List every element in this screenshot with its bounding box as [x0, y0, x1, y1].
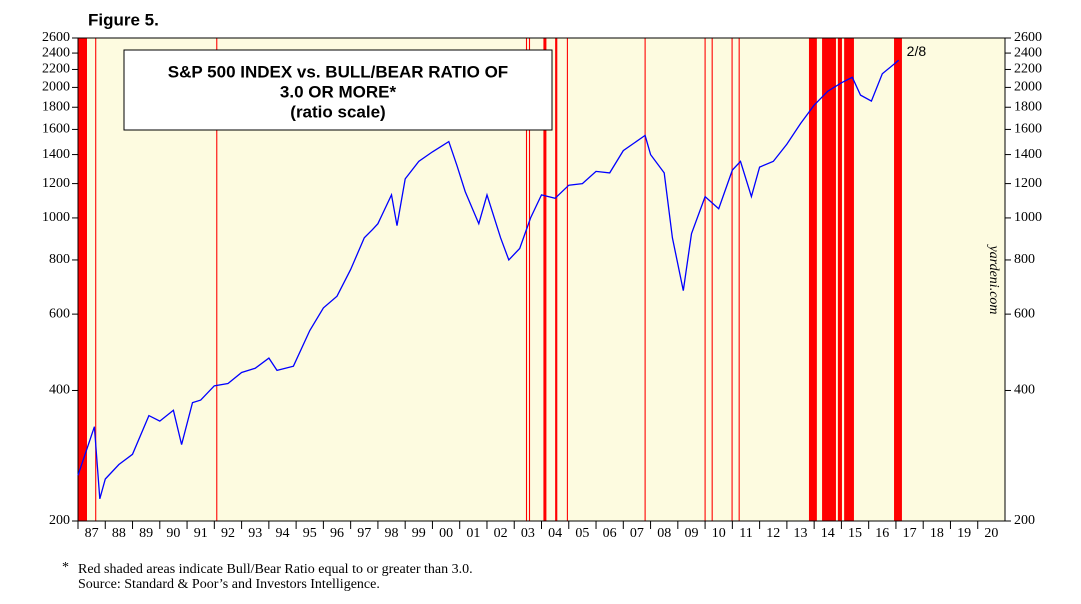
shaded-region: [731, 38, 733, 521]
shaded-region: [808, 38, 817, 521]
x-tick-label: 00: [439, 526, 453, 541]
y2-tick-label: 1200: [1014, 176, 1042, 191]
y-tick-label: 2200: [42, 62, 70, 77]
y-tick-label: 2600: [42, 30, 70, 45]
x-tick-label: 87: [85, 526, 99, 541]
y2-tick-label: 2200: [1014, 62, 1042, 77]
x-tick-label: 97: [357, 526, 371, 541]
chart-subtitle: (ratio scale): [290, 102, 385, 121]
shaded-region: [543, 38, 547, 521]
y2-tick-label: 800: [1014, 252, 1035, 267]
y2-tick-label: 2400: [1014, 45, 1042, 60]
chart-title: S&P 500 INDEX vs. BULL/BEAR RATIO OF: [168, 62, 508, 81]
y2-tick-label: 2000: [1014, 80, 1042, 95]
y-tick-label: 200: [49, 513, 70, 528]
y2-tick-label: 2600: [1014, 30, 1042, 45]
x-tick-label: 13: [794, 526, 808, 541]
x-tick-label: 05: [575, 526, 589, 541]
y-tick-label: 2000: [42, 80, 70, 95]
x-tick-label: 06: [603, 526, 617, 541]
x-tick-label: 96: [330, 526, 344, 541]
x-tick-label: 88: [112, 526, 126, 541]
y-tick-label: 1600: [42, 122, 70, 137]
x-tick-label: 89: [139, 526, 153, 541]
footnote-marker: *: [62, 560, 69, 575]
watermark: yardeni.com: [986, 243, 1001, 314]
x-tick-label: 98: [385, 526, 399, 541]
x-tick-label: 92: [221, 526, 235, 541]
x-tick-label: 01: [466, 526, 480, 541]
shaded-region: [738, 38, 740, 521]
y-tick-label: 1400: [42, 147, 70, 162]
x-tick-label: 04: [548, 526, 562, 541]
x-tick-label: 09: [684, 526, 698, 541]
shaded-region: [78, 38, 87, 521]
y-tick-label: 1000: [42, 210, 70, 225]
y2-tick-label: 600: [1014, 306, 1035, 321]
x-tick-label: 19: [957, 526, 971, 541]
x-tick-label: 99: [412, 526, 426, 541]
x-tick-label: 08: [657, 526, 671, 541]
shaded-region: [844, 38, 854, 521]
x-tick-label: 91: [194, 526, 208, 541]
y2-tick-label: 1600: [1014, 122, 1042, 137]
shaded-region: [525, 38, 528, 521]
y-tick-label: 600: [49, 306, 70, 321]
y2-tick-label: 400: [1014, 383, 1035, 398]
shaded-region: [711, 38, 713, 521]
shaded-region: [528, 38, 531, 521]
y-tick-label: 1800: [42, 99, 70, 114]
y-tick-label: 2400: [42, 45, 70, 60]
shaded-region: [644, 38, 646, 521]
x-tick-label: 90: [166, 526, 180, 541]
x-tick-label: 18: [930, 526, 944, 541]
y-tick-label: 1200: [42, 176, 70, 191]
x-tick-label: 11: [739, 526, 752, 541]
y-tick-label: 800: [49, 252, 70, 267]
source: Source: Standard & Poor’s and Investors …: [78, 577, 380, 592]
x-tick-label: 07: [630, 526, 644, 541]
x-tick-label: 20: [984, 526, 998, 541]
y2-tick-label: 1800: [1014, 99, 1042, 114]
shaded-region: [555, 38, 558, 521]
shaded-region: [566, 38, 568, 521]
x-tick-label: 02: [494, 526, 508, 541]
figure-label: Figure 5.: [88, 10, 159, 29]
shaded-region: [95, 38, 97, 521]
shaded-region: [894, 38, 902, 521]
plot-frame: [77, 37, 1006, 522]
y2-tick-label: 200: [1014, 513, 1035, 528]
x-tick-label: 16: [875, 526, 889, 541]
index-line: [77, 59, 900, 499]
shaded-region: [837, 38, 842, 521]
chart-title: 3.0 OR MORE*: [280, 82, 397, 101]
end-label: 2/8: [907, 43, 927, 59]
shaded-region: [704, 38, 706, 521]
x-tick-label: 10: [712, 526, 726, 541]
y2-tick-label: 1000: [1014, 210, 1042, 225]
x-tick-label: 93: [248, 526, 262, 541]
x-tick-label: 95: [303, 526, 317, 541]
shaded-region: [216, 38, 218, 521]
x-tick-label: 14: [821, 526, 835, 541]
x-tick-label: 17: [903, 526, 917, 541]
x-tick-label: 15: [848, 526, 862, 541]
shaded-region: [822, 38, 836, 521]
y2-tick-label: 1400: [1014, 147, 1042, 162]
x-tick-label: 12: [766, 526, 780, 541]
footnote: Red shaded areas indicate Bull/Bear Rati…: [78, 562, 473, 577]
x-tick-label: 94: [275, 526, 289, 541]
y-tick-label: 400: [49, 383, 70, 398]
title-box: [123, 49, 553, 131]
x-tick-label: 03: [521, 526, 535, 541]
